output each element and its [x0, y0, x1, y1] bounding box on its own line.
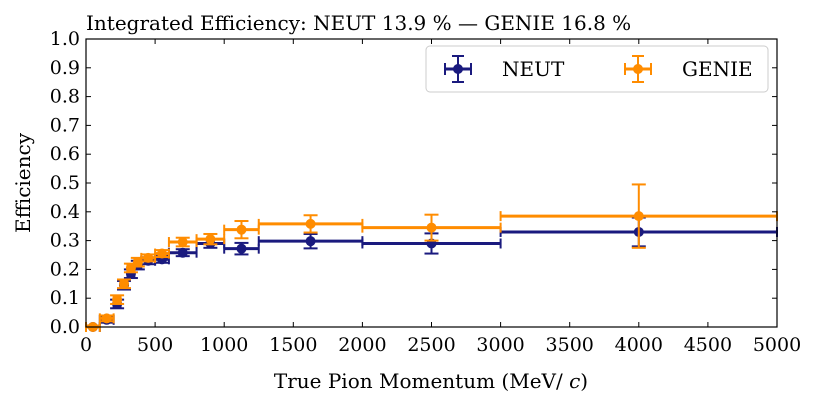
marker — [236, 243, 247, 254]
data-point-genie — [140, 252, 157, 263]
x-tick-label: 3000 — [476, 334, 524, 356]
x-tick-label: 1500 — [269, 334, 317, 356]
series-genie — [85, 183, 778, 332]
data-point-genie — [167, 236, 198, 248]
marker — [143, 252, 154, 263]
x-tick-label: 2000 — [338, 334, 386, 356]
legend-label: NEUT — [502, 57, 565, 81]
data-point-genie — [195, 232, 226, 246]
x-axis: 0 500 1000 1500 2000 2500 3000 3500 4000 4500 5000 — [80, 39, 801, 356]
data-point-genie — [154, 248, 170, 259]
y-tick-label: 0.8 — [50, 86, 80, 108]
y-tick-label: 0.6 — [50, 143, 80, 165]
data-point-genie — [223, 220, 260, 240]
marker — [305, 218, 316, 229]
legend-marker-dot — [453, 64, 463, 74]
x-tick-label: 0 — [80, 334, 92, 356]
legend-marker-dot — [633, 64, 643, 74]
legend-box — [425, 45, 769, 93]
y-tick-label: 1.0 — [50, 28, 80, 50]
marker — [236, 224, 247, 235]
y-tick-label: 0.3 — [50, 230, 80, 252]
data-point-genie — [110, 294, 125, 305]
x-tick-label: 1000 — [200, 334, 248, 356]
data-point-neut — [223, 241, 260, 256]
y-tick-label: 0.7 — [50, 114, 80, 136]
x-axis-title-tail: ) — [580, 369, 588, 393]
data-point-neut — [257, 232, 364, 250]
x-tick-label: 4500 — [684, 334, 732, 356]
x-tick-label: 3500 — [546, 334, 594, 356]
x-tick-label: 4000 — [615, 334, 663, 356]
marker — [177, 237, 188, 248]
x-axis-title-unit: c — [569, 369, 580, 393]
y-tick-label: 0.2 — [50, 258, 80, 280]
data-point-genie — [499, 183, 778, 249]
marker — [633, 211, 644, 222]
marker — [101, 313, 112, 324]
x-tick-label: 2500 — [407, 334, 455, 356]
x-tick-label: 500 — [137, 334, 173, 356]
y-tick-label: 0.0 — [50, 316, 80, 338]
y-tick-label: 0.1 — [50, 287, 80, 309]
data-point-genie — [361, 213, 502, 242]
marker — [426, 222, 437, 233]
legend-label: GENIE — [682, 57, 753, 81]
x-tick-label: 5000 — [753, 334, 801, 356]
data-point-genie — [98, 313, 115, 324]
legend-item-genie: GENIE — [624, 55, 753, 83]
x-axis-title-text: True Pion Momentum (MeV/ — [274, 369, 563, 393]
data-point-genie — [257, 214, 364, 234]
marker — [112, 294, 123, 305]
marker — [157, 248, 168, 259]
marker — [205, 234, 216, 245]
marker — [177, 247, 188, 258]
data-point-genie — [123, 262, 138, 274]
y-tick-label: 0.4 — [50, 201, 80, 223]
legend: NEUT GENIE — [425, 45, 769, 93]
data-point-genie — [117, 278, 132, 290]
data-point-neut — [361, 232, 502, 255]
x-axis-title: True Pion Momentum (MeV/ c) — [274, 369, 588, 393]
data-point-neut — [167, 247, 198, 258]
y-axis: 0.0 0.1 0.2 0.3 0.4 0.5 0.6 0.7 0.8 0.9 1.0 — [50, 28, 777, 338]
y-tick-label: 0.9 — [50, 57, 80, 79]
y-tick-label: 0.5 — [50, 172, 80, 194]
chart-title: Integrated Efficiency: NEUT 13.9 % — GEN… — [86, 11, 631, 35]
marker — [119, 278, 130, 289]
legend-item-neut: NEUT — [444, 55, 565, 83]
y-axis-title: Efficiency — [11, 132, 35, 233]
marker — [305, 236, 316, 247]
